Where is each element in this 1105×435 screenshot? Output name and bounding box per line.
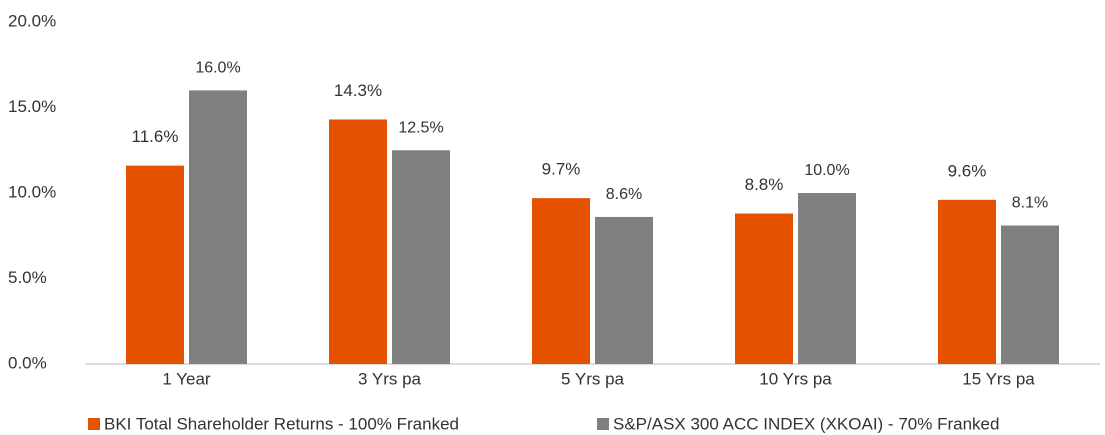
value-label: 10.0% <box>804 162 849 179</box>
bar <box>189 90 247 365</box>
value-label: 9.6% <box>948 161 987 180</box>
bar <box>595 216 653 364</box>
y-tick-label: 0.0% <box>8 353 47 372</box>
legend-swatch <box>597 418 609 430</box>
y-tick-label: 10.0% <box>8 182 56 201</box>
legend-label: S&P/ASX 300 ACC INDEX (XKOAI) - 70% Fran… <box>613 414 999 433</box>
bar <box>392 150 450 364</box>
bar <box>329 119 387 364</box>
value-label: 11.6% <box>132 127 179 146</box>
legend-label: BKI Total Shareholder Returns - 100% Fra… <box>104 414 459 433</box>
bar <box>126 165 184 364</box>
y-tick-label: 15.0% <box>8 97 56 116</box>
value-label: 14.3% <box>334 81 382 100</box>
value-label: 8.8% <box>745 175 784 194</box>
bar <box>1001 225 1059 364</box>
value-label: 8.1% <box>1012 195 1048 212</box>
bar <box>532 198 590 364</box>
value-label: 16.0% <box>195 60 240 77</box>
x-tick-label: 3 Yrs pa <box>358 369 422 388</box>
y-tick-label: 5.0% <box>8 268 47 287</box>
x-tick-label: 5 Yrs pa <box>561 369 625 388</box>
bar <box>735 213 793 364</box>
value-label: 8.6% <box>606 186 642 203</box>
legend-swatch <box>88 418 100 430</box>
x-tick-label: 15 Yrs pa <box>962 369 1035 388</box>
value-label: 12.5% <box>398 119 443 136</box>
bar <box>938 199 996 364</box>
value-label: 9.7% <box>542 160 581 179</box>
x-tick-label: 1 Year <box>162 369 211 388</box>
bar <box>798 193 856 364</box>
x-tick-label: 10 Yrs pa <box>759 369 832 388</box>
y-tick-label: 20.0% <box>8 11 56 30</box>
